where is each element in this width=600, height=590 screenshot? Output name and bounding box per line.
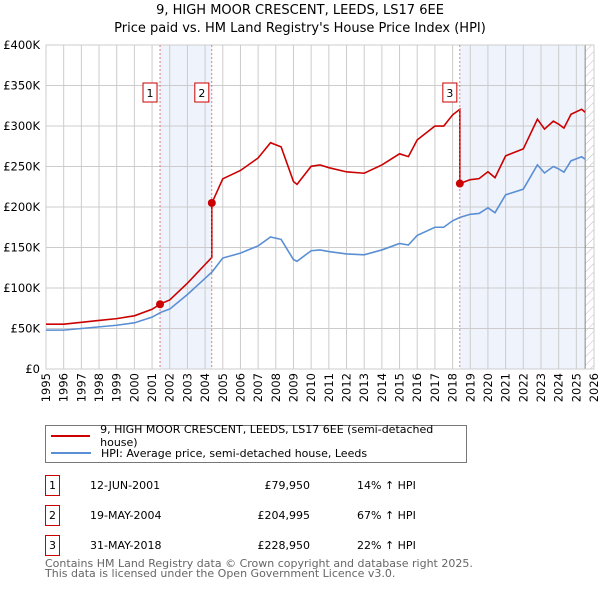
x-tick-label: 2022 bbox=[516, 373, 530, 402]
price-chart: 1995 1996 1997 1998 1999 2000 2001 2002 2003 2004… bbox=[3, 38, 600, 402]
plot-frame bbox=[45, 44, 595, 370]
x-tick-label: 1996 bbox=[57, 373, 71, 402]
x-tick-label: 2018 bbox=[446, 373, 460, 402]
x-tick-label: 1998 bbox=[92, 373, 106, 402]
chart-subtitle: Price paid vs. HM Land Registry's House … bbox=[114, 21, 486, 36]
footer-line2: This data is licensed under the Open Gov… bbox=[45, 567, 396, 580]
x-tick-label: 2010 bbox=[304, 373, 318, 402]
sale-point bbox=[207, 198, 216, 207]
x-tick-label: 2023 bbox=[534, 373, 548, 402]
x-tick-label: 2026 bbox=[587, 373, 600, 402]
sale-marker-box bbox=[194, 82, 210, 103]
x-tick-label: 2006 bbox=[233, 373, 247, 402]
x-tick-label: 2014 bbox=[375, 373, 389, 402]
x-tick-label: 2019 bbox=[463, 373, 477, 402]
x-tick-label: 2008 bbox=[269, 373, 283, 402]
y-tick-label: £350K bbox=[3, 79, 40, 93]
y-tick-label: £250K bbox=[3, 160, 40, 174]
x-tick-label: 2020 bbox=[481, 373, 495, 402]
sale-point bbox=[156, 300, 165, 309]
sale-marker-label: 2 bbox=[45, 505, 60, 526]
sale-marker-label: 3 bbox=[446, 87, 453, 100]
x-tick-label: 2003 bbox=[180, 373, 194, 402]
sale-marker-label: 2 bbox=[198, 87, 205, 100]
sale-hpi-change: 22% ↑ HPI bbox=[357, 539, 416, 552]
x-tick-label: 1997 bbox=[74, 373, 88, 402]
sale-row: 1 12-JUN-2001 £79,950 14% ↑ HPI bbox=[45, 475, 465, 496]
y-tick-label: £0 bbox=[25, 362, 40, 376]
footer: Contains HM Land Registry data © Crown c… bbox=[45, 557, 473, 580]
sale-date: 12-JUN-2001 bbox=[90, 479, 161, 492]
x-tick-label: 2025 bbox=[569, 373, 583, 402]
x-tick-label: 2000 bbox=[127, 373, 141, 402]
legend-hpi: HPI: Average price, semi-detached house,… bbox=[101, 446, 368, 460]
sale-marker-label: 1 bbox=[147, 87, 154, 100]
hpi-line bbox=[46, 155, 586, 331]
y-tick-label: £50K bbox=[11, 322, 41, 336]
x-tick-label: 2013 bbox=[357, 373, 371, 402]
sale-hpi-change: 67% ↑ HPI bbox=[357, 509, 416, 522]
sale-hpi-change: 14% ↑ HPI bbox=[357, 479, 416, 492]
x-tick-label: 2021 bbox=[499, 373, 513, 402]
x-tick-label: 2016 bbox=[410, 373, 424, 402]
x-tick-label: 2024 bbox=[552, 373, 566, 402]
y-tick-label: £400K bbox=[3, 38, 40, 52]
sale-date: 31-MAY-2018 bbox=[90, 539, 162, 552]
x-tick-label: 2017 bbox=[428, 373, 442, 402]
property-price-line bbox=[46, 107, 586, 326]
sale-marker-label: 1 bbox=[45, 475, 60, 496]
x-tick-label: 2001 bbox=[145, 373, 159, 402]
x-tick-label: 2012 bbox=[340, 373, 354, 402]
sale-marker-box bbox=[442, 82, 458, 103]
chart-title: 9, HIGH MOOR CRESCENT, LEEDS, LS17 6EE bbox=[156, 3, 444, 18]
sale-point bbox=[455, 179, 464, 188]
sale-date: 19-MAY-2004 bbox=[90, 509, 162, 522]
y-tick-label: £150K bbox=[3, 241, 40, 255]
y-tick-label: £100K bbox=[3, 281, 40, 295]
x-tick-label: 1995 bbox=[39, 373, 53, 402]
x-tick-label: 1999 bbox=[110, 373, 124, 402]
x-tick-label: 2005 bbox=[216, 373, 230, 402]
x-tick-label: 2002 bbox=[163, 373, 177, 402]
sale-price: £228,950 bbox=[257, 539, 311, 552]
x-tick-label: 2011 bbox=[322, 373, 336, 402]
x-tick-label: 2004 bbox=[198, 373, 212, 402]
sale-row: 3 31-MAY-2018 £228,950 22% ↑ HPI bbox=[45, 535, 465, 556]
sale-price: £204,995 bbox=[257, 509, 311, 522]
footer-line1: Contains HM Land Registry data © Crown c… bbox=[45, 557, 473, 570]
legend-swatch-hpi bbox=[51, 452, 91, 454]
sale-marker-label: 3 bbox=[45, 535, 60, 556]
y-tick-label: £300K bbox=[3, 119, 40, 133]
x-tick-label: 2007 bbox=[251, 373, 265, 402]
sale-marker-box bbox=[142, 82, 158, 103]
x-tick-label: 2015 bbox=[393, 373, 407, 402]
legend-swatch-property bbox=[51, 435, 91, 437]
sale-price: £79,950 bbox=[264, 479, 311, 492]
y-tick-label: £200K bbox=[3, 200, 40, 214]
sale-row: 2 19-MAY-2004 £204,995 67% ↑ HPI bbox=[45, 505, 465, 526]
legend: 9, HIGH MOOR CRESCENT, LEEDS, LS17 6EE (… bbox=[45, 423, 467, 463]
x-tick-label: 2009 bbox=[286, 373, 300, 402]
legend-property: 9, HIGH MOOR CRESCENT, LEEDS, LS17 6EE (… bbox=[100, 423, 434, 449]
